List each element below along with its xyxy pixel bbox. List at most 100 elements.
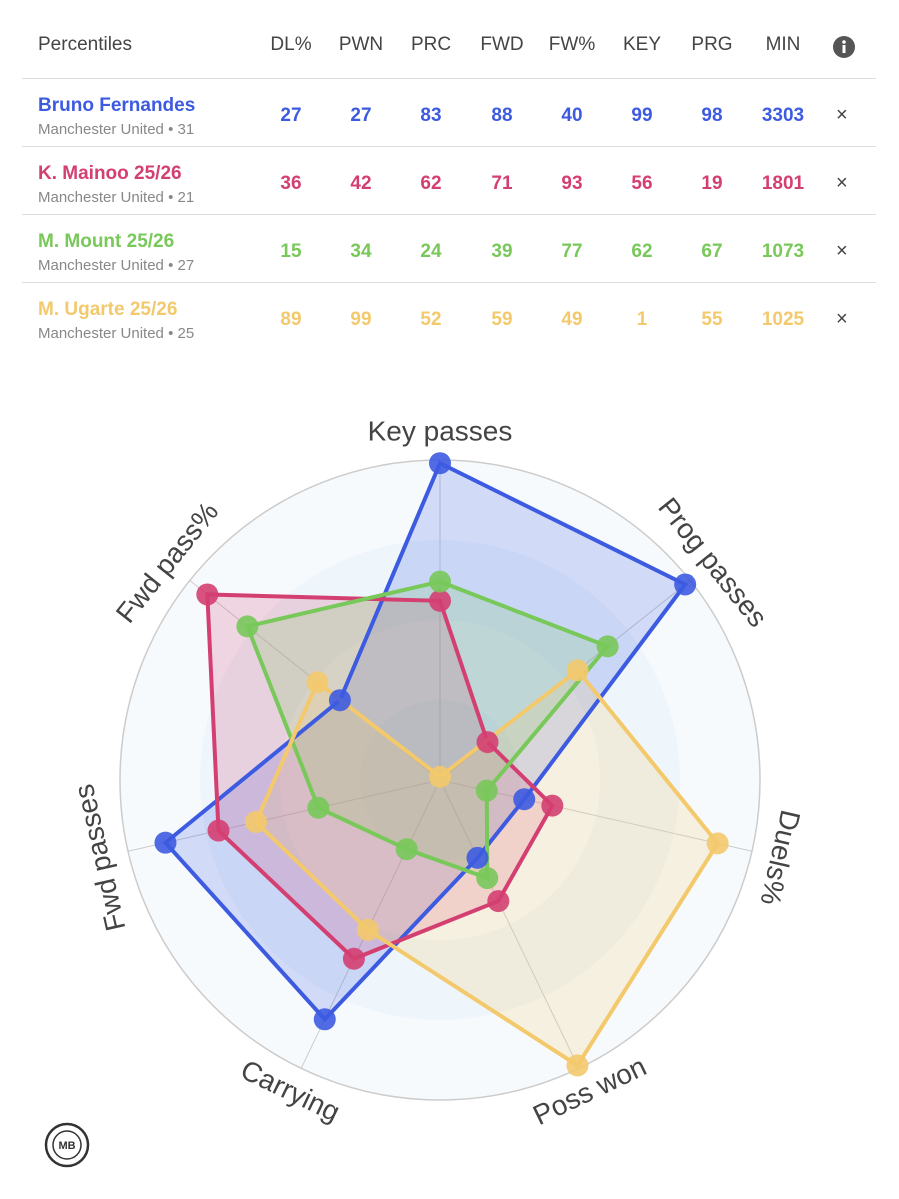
percentile-value: 62 [420,173,442,194]
column-header: PRC [410,34,452,55]
data-point [342,947,365,970]
data-point [541,794,564,817]
data-point [476,867,499,890]
info-icon[interactable] [833,36,855,58]
percentile-value: 24 [420,241,442,262]
percentile-value: 59 [491,309,513,330]
player-club: Manchester United • 25 [38,325,195,342]
logo: MB [44,1122,90,1168]
percentile-value: 55 [701,309,723,330]
data-point [466,846,489,869]
percentile-value: 3303 [761,105,805,126]
column-header: DL% [270,34,312,55]
percentile-value: 49 [561,309,583,330]
percentile-value: 71 [491,173,513,194]
data-point [236,615,259,638]
data-point [429,589,451,612]
data-point [306,671,329,694]
player-club: Manchester United • 31 [38,121,195,138]
data-point [196,583,219,606]
data-point [429,452,451,475]
percentile-value: 42 [350,173,372,194]
percentile-value: 77 [561,241,583,262]
logo-text: MB [58,1140,75,1152]
spoke [439,779,580,1069]
percentile-value: 27 [280,105,302,126]
data-point [307,796,330,819]
percentile-value: 93 [561,173,583,194]
data-point [207,819,230,842]
data-point [596,635,619,658]
percentile-value: 83 [420,105,442,126]
percentile-value: 88 [491,105,513,126]
percentile-value: 99 [350,309,372,330]
series-area [247,581,608,879]
percentile-value: 56 [631,173,653,194]
divider [22,146,876,147]
data-point [487,890,510,913]
series-line [205,592,555,962]
percentile-value: 89 [280,309,302,330]
data-point [244,811,267,834]
data-point [566,659,589,682]
percentile-value: 34 [350,241,372,262]
data-point [475,779,498,802]
player-name: M. Mount 25/26 [38,231,175,252]
axis-label: Key passes [368,415,513,446]
divider [22,78,876,79]
percentile-value: 27 [350,105,372,126]
data-point [429,765,451,788]
table-title: Percentiles [38,34,132,55]
column-header: FW% [548,34,596,55]
column-header: PRG [691,34,733,55]
remove-button[interactable]: × [836,104,848,126]
player-name: M. Ugarte 25/26 [38,299,178,320]
percentile-value: 98 [701,105,723,126]
percentile-value: 62 [631,241,653,262]
player-club: Manchester United • 21 [38,189,195,206]
percentile-value: 40 [561,105,583,126]
spoke [127,779,441,852]
series-area [165,463,686,1020]
data-point [328,689,351,712]
data-point [429,570,451,593]
percentile-value: 1073 [761,241,805,262]
player-club: Manchester United • 27 [38,257,195,274]
series-line [253,667,721,1069]
percentile-value: 1801 [761,173,805,194]
percentile-value: 15 [280,241,302,262]
data-point [476,731,499,754]
percentile-value: 1 [636,309,648,330]
column-header: PWN [338,34,384,55]
data-point [154,831,177,854]
percentile-value: 36 [280,173,302,194]
percentile-value: 39 [491,241,513,262]
percentile-value: 67 [701,241,723,262]
remove-button[interactable]: × [836,172,848,194]
player-name: K. Mainoo 25/26 [38,163,182,184]
percentile-value: 52 [420,309,442,330]
divider [22,214,876,215]
data-point [566,1054,589,1077]
column-header: KEY [622,34,662,55]
column-header: FWD [480,34,524,55]
data-point [395,838,418,861]
percentile-value: 1025 [761,309,805,330]
remove-button[interactable]: × [836,308,848,330]
data-point [513,788,536,811]
player-name: Bruno Fernandes [38,95,196,116]
divider [22,282,876,283]
data-point [313,1008,336,1031]
data-point [674,573,697,596]
column-header: MIN [765,34,801,55]
remove-button[interactable]: × [836,240,848,262]
percentile-value: 19 [701,173,723,194]
axis-label: Duels% [755,807,807,908]
data-point [356,918,379,941]
percentile-value: 99 [631,105,653,126]
percentile-table: Percentiles DL% PWN PRC FWD FW% KEY PRG MIN Brun… [0,0,899,342]
